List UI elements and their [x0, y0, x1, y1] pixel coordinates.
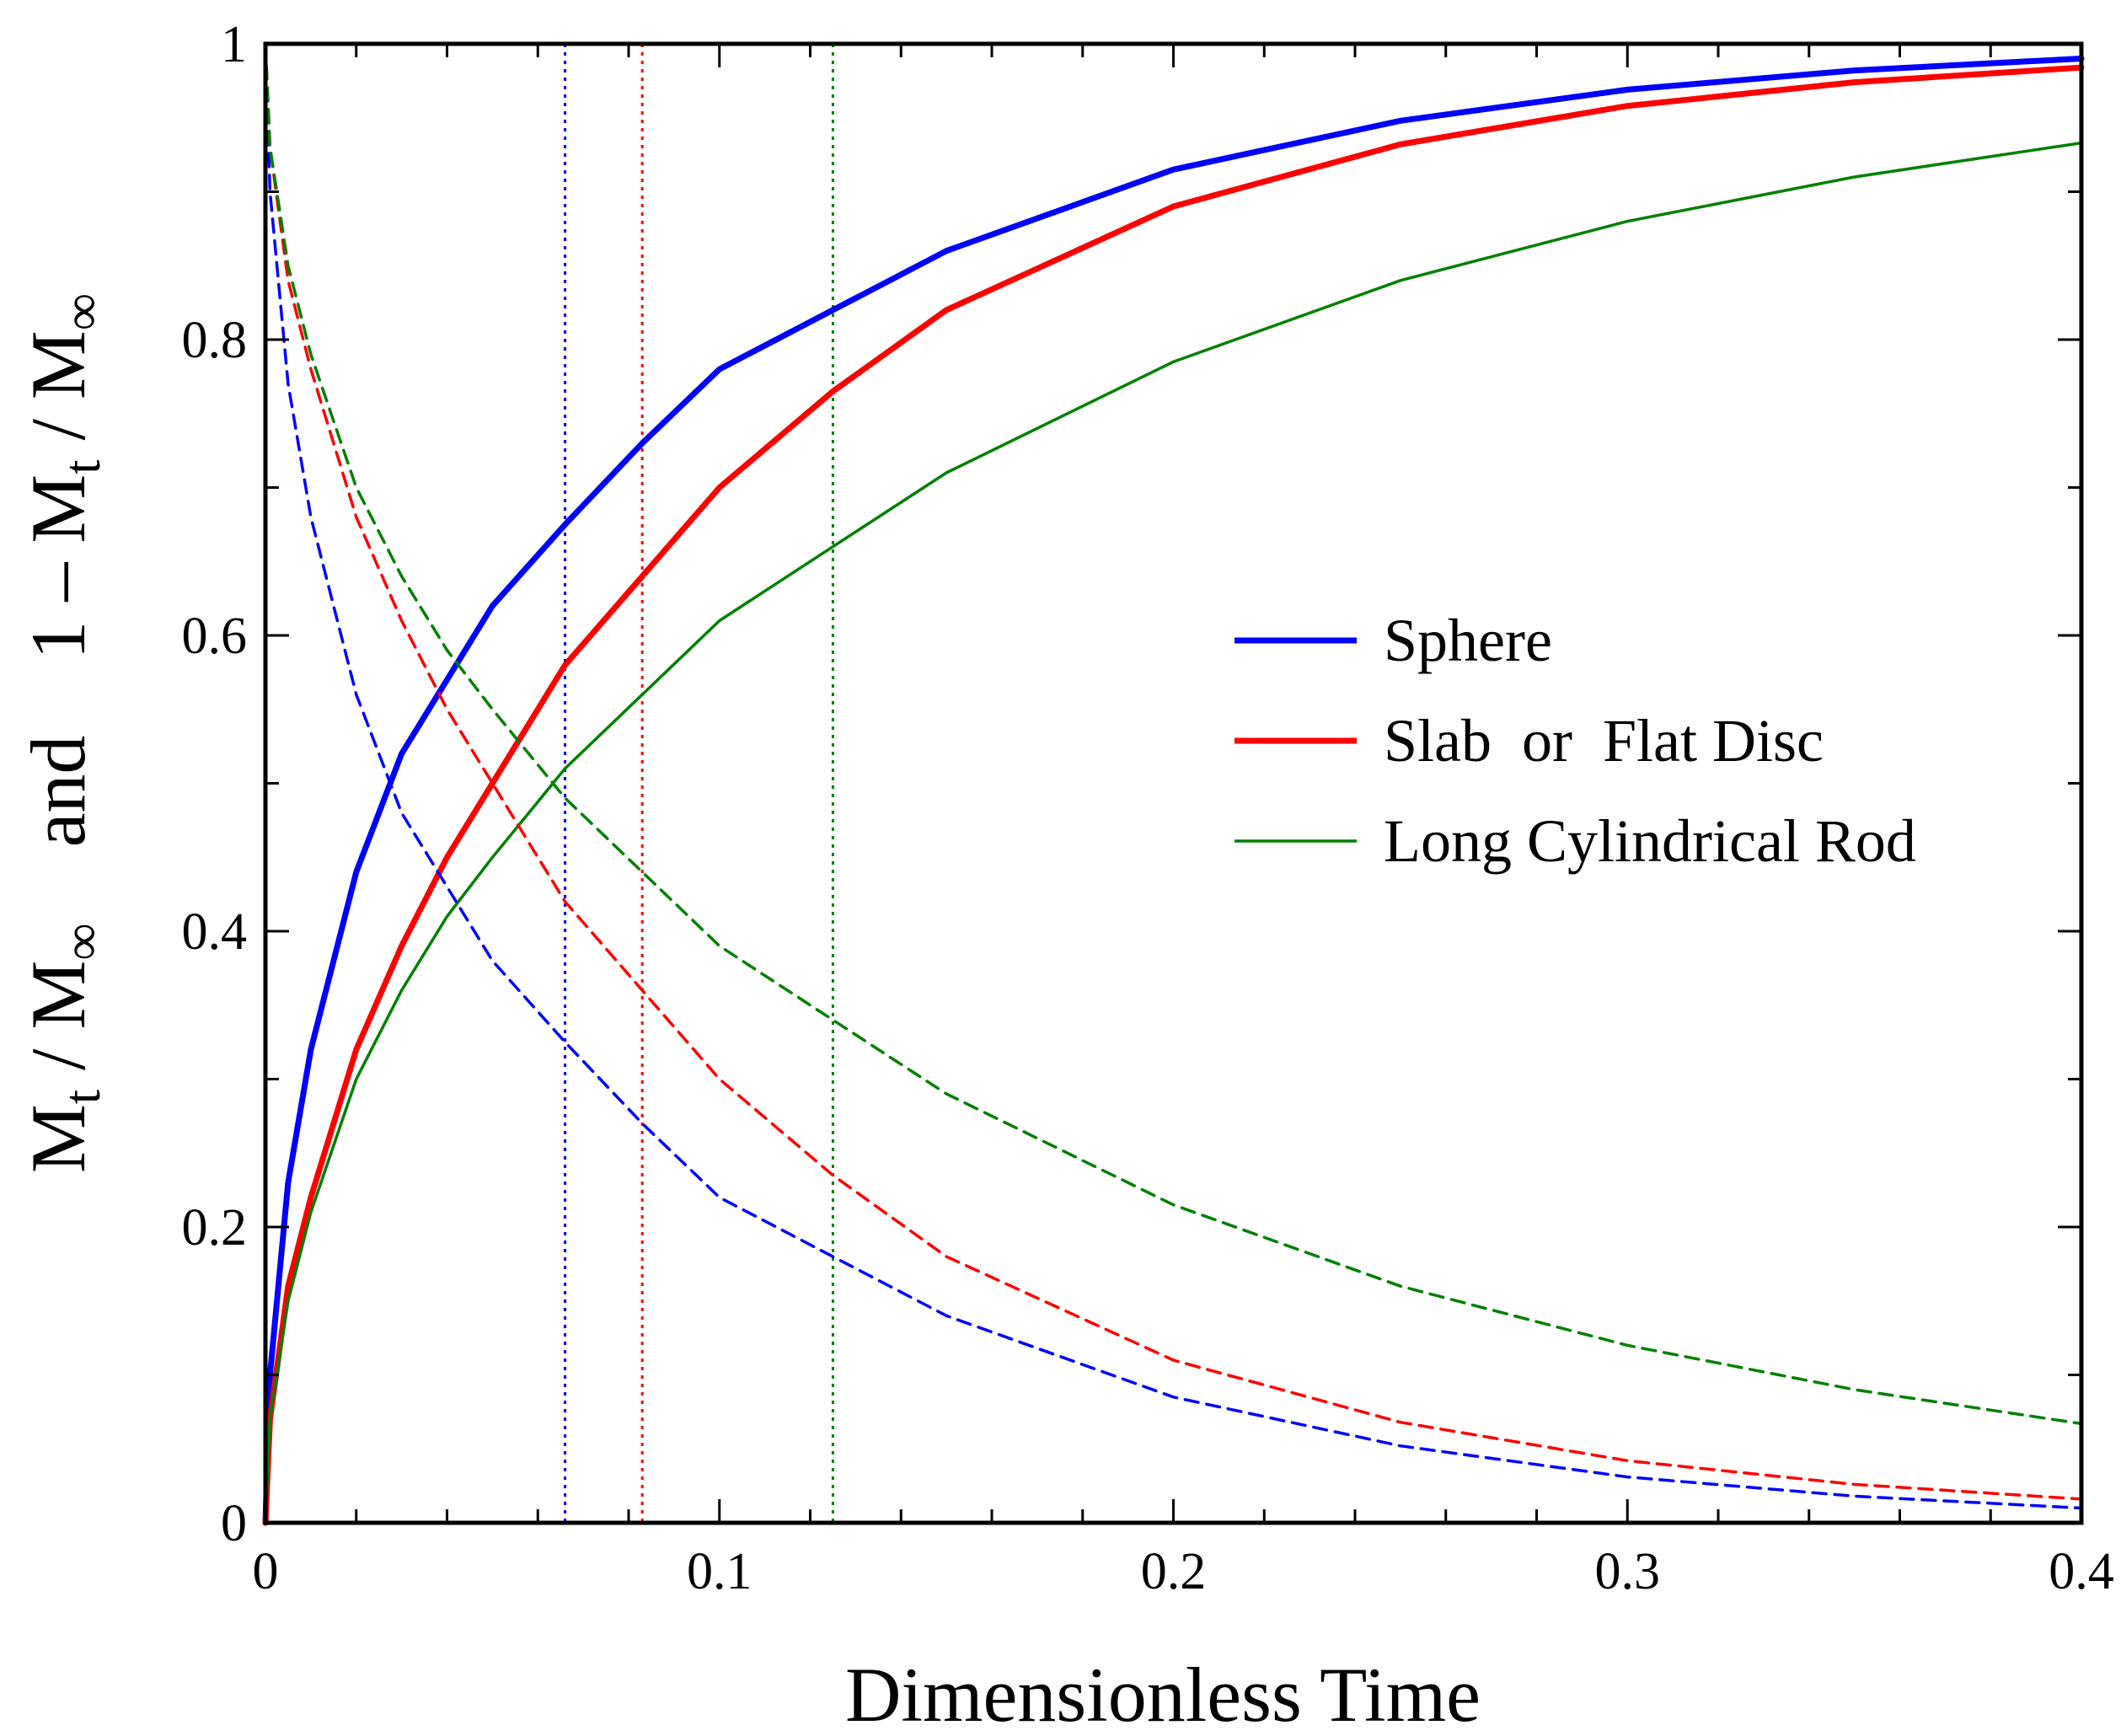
series-line-2 [264, 141, 2083, 1524]
y-tick-label: 0 [221, 1495, 247, 1552]
legend-label-1: Slab or Flat Disc [1384, 707, 1824, 774]
x-tick-label: 0 [253, 1543, 279, 1600]
series-line-3 [264, 42, 2083, 1510]
ylabel-part1-main: M [15, 1104, 101, 1173]
series-line-1 [262, 64, 2085, 1526]
series-line-5 [264, 42, 2083, 1426]
y-tick-label: 0.6 [182, 608, 248, 665]
y-tick-label: 0.4 [182, 903, 248, 961]
ylabel-part1-sub2: ∞ [54, 923, 111, 960]
legend: Sphere Slab or Flat Disc Long Cylindrical … [1235, 607, 1916, 875]
y-axis-title: Mt / M∞and1 – Mt / M∞ [15, 293, 111, 1173]
x-axis-title: Dimensionless Time [845, 1652, 1481, 1736]
series-line-0 [262, 56, 2085, 1526]
tick-labels: 0 0.1 0.2 0.3 0.4 0 0.2 0.4 0.6 0.8 1 [182, 16, 2114, 1600]
ylabel-part2-prefix: 1 – M [15, 474, 101, 660]
axis-ticks [264, 42, 2083, 1524]
ylabel-joiner: and [15, 736, 101, 848]
x-tick-label: 0.4 [2049, 1543, 2114, 1600]
legend-label-0: Sphere [1384, 607, 1552, 674]
plot-marks [262, 42, 2085, 1526]
ylabel-part1-sep: / M [15, 961, 101, 1090]
ylabel-part1-sub: t [54, 1090, 111, 1104]
x-tick-label: 0.3 [1595, 1543, 1661, 1600]
legend-label-2: Long Cylindrical Rod [1384, 807, 1916, 875]
x-tick-label: 0.2 [1141, 1543, 1207, 1600]
ylabel-part2-sub: t [54, 460, 111, 474]
svg-text:Mt / M∞and1 – Mt / M∞: Mt / M∞and1 – Mt / M∞ [15, 293, 111, 1173]
plot-frame [263, 41, 2084, 1525]
y-tick-label: 0.2 [182, 1199, 248, 1256]
series-line-4 [264, 42, 2083, 1501]
y-tick-label: 0.8 [182, 312, 248, 369]
ylabel-part2-sub2: ∞ [54, 293, 111, 330]
ylabel-part2-sep: / M [15, 330, 101, 459]
x-tick-label: 0.1 [687, 1543, 753, 1600]
y-tick-label: 1 [221, 16, 247, 73]
